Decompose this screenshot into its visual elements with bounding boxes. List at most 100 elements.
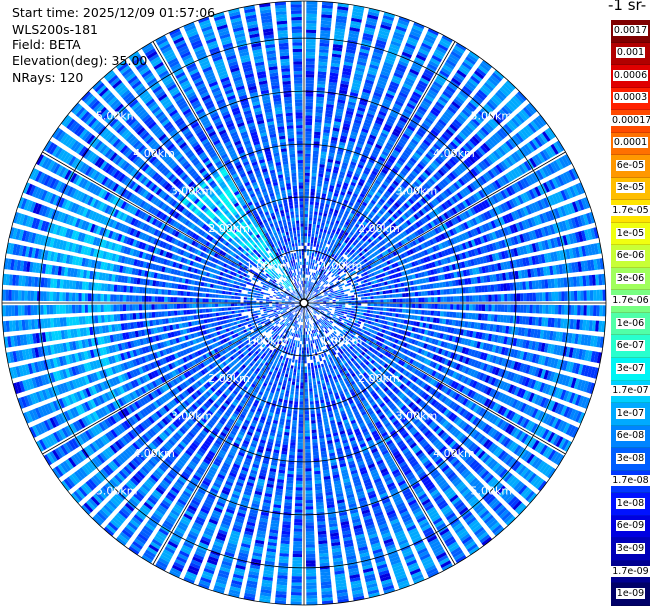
range-gate-cell bbox=[446, 311, 450, 318]
range-gate-cell bbox=[564, 305, 568, 315]
range-gate-cell bbox=[318, 247, 322, 252]
range-gate-cell bbox=[348, 303, 352, 306]
range-gate-cell bbox=[341, 129, 349, 134]
range-gate-cell bbox=[330, 249, 334, 254]
range-gate-cell bbox=[358, 226, 364, 231]
range-gate-cell bbox=[305, 147, 311, 151]
range-gate-cell bbox=[306, 294, 308, 298]
range-gate-cell bbox=[394, 100, 404, 107]
range-gate-cell bbox=[551, 304, 556, 315]
range-gate-cell bbox=[352, 8, 364, 14]
range-gate-cell bbox=[338, 224, 343, 230]
range-gate-cell bbox=[444, 88, 454, 97]
range-gate-cell bbox=[315, 285, 318, 289]
range-gate-cell bbox=[372, 125, 381, 132]
range-gate-cell bbox=[307, 242, 310, 246]
range-gate-cell bbox=[381, 168, 388, 175]
range-gate-cell bbox=[318, 275, 322, 279]
range-gate-cell bbox=[355, 231, 360, 236]
range-gate-cell bbox=[346, 45, 357, 51]
range-gate-cell bbox=[341, 249, 346, 254]
range-gate-cell bbox=[398, 91, 408, 99]
range-gate-cell bbox=[405, 127, 414, 135]
range-gate-cell bbox=[321, 266, 325, 270]
range-gate-cell bbox=[386, 52, 397, 59]
range-gate-cell bbox=[342, 316, 347, 319]
range-gate-cell bbox=[405, 146, 413, 153]
range-gate-cell bbox=[310, 198, 315, 202]
range-gate-cell bbox=[349, 134, 357, 140]
range-gate-cell bbox=[381, 21, 393, 28]
range-gate-cell bbox=[395, 288, 399, 293]
range-gate-cell bbox=[325, 297, 330, 300]
range-gate-cell bbox=[336, 314, 341, 317]
range-gate-cell bbox=[330, 139, 338, 145]
range-gate-cell bbox=[354, 320, 359, 324]
range-gate-cell bbox=[368, 8, 380, 14]
range-gate-cell bbox=[339, 171, 346, 176]
range-gate-cell bbox=[419, 45, 431, 53]
range-gate-cell bbox=[305, 93, 314, 97]
range-gate-cell bbox=[391, 130, 400, 138]
range-gate-cell bbox=[365, 143, 373, 149]
range-gate-cell bbox=[405, 298, 409, 303]
range-gate-cell bbox=[310, 185, 316, 190]
range-gate-cell bbox=[529, 292, 533, 302]
range-gate-cell bbox=[345, 221, 350, 226]
range-gate-cell bbox=[427, 310, 431, 316]
range-gate-cell bbox=[309, 217, 313, 221]
range-gate-cell bbox=[382, 181, 389, 187]
range-gate-cell bbox=[342, 71, 352, 76]
range-gate-cell bbox=[335, 25, 346, 30]
range-gate-cell bbox=[375, 191, 382, 197]
range-gate-cell bbox=[599, 289, 603, 301]
range-gate-cell bbox=[358, 54, 368, 60]
range-gate-cell bbox=[577, 290, 581, 301]
range-gate-cell bbox=[305, 280, 307, 284]
range-gate-cell bbox=[349, 212, 355, 218]
range-gate-cell bbox=[304, 194, 309, 199]
range-gate-cell bbox=[328, 191, 333, 196]
range-gate-cell bbox=[309, 285, 312, 289]
range-gate-cell bbox=[336, 257, 340, 261]
range-gate-cell bbox=[330, 313, 334, 316]
range-gate-cell bbox=[343, 123, 351, 128]
range-gate-cell bbox=[358, 284, 363, 288]
range-gate-cell bbox=[357, 140, 365, 146]
range-gate-cell bbox=[354, 303, 358, 306]
range-gate-cell bbox=[333, 212, 338, 217]
range-gate-cell bbox=[305, 144, 312, 148]
range-gate-cell bbox=[449, 53, 460, 62]
range-gate-cell bbox=[353, 204, 359, 209]
range-gate-cell bbox=[304, 245, 307, 249]
range-gate-cell bbox=[326, 250, 330, 255]
range-gate-cell bbox=[365, 79, 374, 85]
range-gate-cell bbox=[405, 309, 409, 314]
range-gate-cell bbox=[321, 255, 325, 260]
range-gate-cell bbox=[339, 138, 347, 143]
range-gate-cell bbox=[363, 198, 369, 204]
range-gate-cell bbox=[309, 324, 312, 328]
range-gate-cell bbox=[305, 140, 312, 145]
range-gate-cell bbox=[372, 288, 377, 292]
range-gate-cell bbox=[450, 304, 454, 310]
range-gate-cell bbox=[513, 304, 517, 313]
range-gate-cell bbox=[319, 208, 324, 213]
range-gate-cell bbox=[596, 289, 600, 301]
range-gate-cell bbox=[381, 316, 386, 320]
range-gate-cell bbox=[400, 135, 409, 143]
range-gate-cell bbox=[398, 293, 403, 298]
range-gate-cell bbox=[339, 232, 344, 237]
range-gate-cell bbox=[333, 290, 338, 293]
range-gate-cell bbox=[427, 304, 432, 309]
range-gate-cell bbox=[412, 91, 422, 99]
range-gate-cell bbox=[322, 132, 330, 137]
range-gate-cell bbox=[367, 296, 371, 300]
range-gate-cell bbox=[379, 311, 383, 315]
range-gate-cell bbox=[396, 22, 408, 30]
range-gate-cell bbox=[367, 204, 373, 210]
range-gate-cell bbox=[465, 56, 476, 65]
range-gate-cell bbox=[323, 183, 329, 188]
range-gate-cell bbox=[378, 76, 388, 83]
